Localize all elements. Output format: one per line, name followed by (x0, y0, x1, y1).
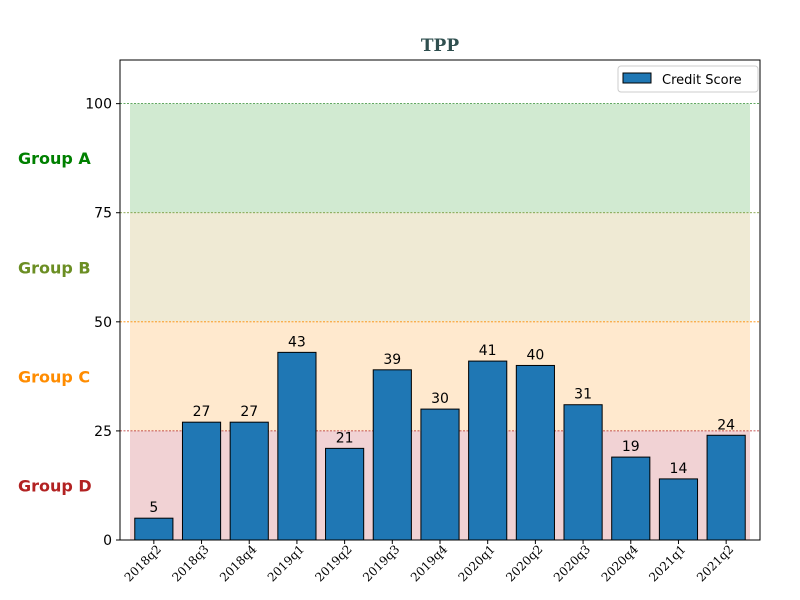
x-tick-label: 2020q3 (551, 542, 593, 584)
x-tick-label: 2019q2 (312, 542, 354, 584)
bar-value-label: 21 (336, 430, 354, 446)
bar-value-label: 30 (431, 391, 449, 407)
group-label: Group C (18, 367, 90, 386)
x-tick-label: 2019q1 (265, 542, 307, 584)
band-group-a (130, 103, 750, 213)
y-tick-label: 25 (94, 424, 112, 440)
group-label: Group D (18, 476, 92, 495)
legend-swatch (622, 72, 652, 84)
bar-value-label: 31 (574, 387, 592, 403)
x-axis: 2018q2 2018q3 2018q4 2019q1 2019q2 2019q3 2019… (122, 540, 736, 585)
bar-value-label: 27 (193, 404, 211, 420)
x-tick-label: 2021q2 (694, 542, 736, 584)
bar-2019q3 (372, 369, 412, 541)
y-tick-label: 0 (103, 533, 112, 549)
y-tick-label: 50 (94, 315, 112, 331)
x-tick-label: 2020q1 (455, 542, 497, 584)
bar-value-label: 40 (526, 347, 544, 363)
legend: Credit Score (617, 65, 759, 93)
bar-value-label: 19 (622, 439, 640, 455)
x-tick-label: 2019q4 (408, 542, 451, 585)
bar-2020q1 (468, 360, 508, 541)
bar-2020q2 (515, 364, 555, 541)
bar-value-labels: 5 27 27 43 21 39 30 41 40 31 19 14 24 (149, 334, 735, 516)
x-tick-label: 2020q4 (599, 542, 642, 585)
bar-2018q3 (181, 421, 222, 541)
bar-2020q4 (611, 456, 651, 541)
bar-value-label: 14 (670, 461, 688, 477)
group-label: Group B (18, 258, 91, 277)
bar-2018q2 (134, 517, 174, 541)
bar-2019q2 (325, 447, 365, 541)
x-tick-label: 2019q3 (360, 542, 402, 584)
x-tick-label: 2018q4 (217, 542, 260, 585)
bar-2021q1 (658, 478, 699, 541)
y-axis: 0 25 50 75 100 (85, 97, 120, 549)
bar-value-label: 5 (149, 500, 158, 516)
bar-value-label: 41 (479, 343, 497, 359)
legend-box (617, 65, 759, 93)
bar-2019q4 (420, 408, 460, 541)
y-tick-label: 100 (85, 97, 112, 113)
bar-2020q3 (563, 404, 603, 541)
bar-2018q4 (229, 421, 269, 541)
group-label: Group A (18, 149, 91, 168)
y-tick-label: 75 (94, 206, 112, 222)
bar-value-label: 43 (288, 334, 306, 350)
bars (134, 351, 746, 541)
group-labels: Group A Group B Group C Group D (18, 149, 92, 495)
x-tick-label: 2021q1 (646, 542, 688, 584)
bar-2019q1 (277, 351, 317, 541)
bar-value-label: 39 (383, 352, 401, 368)
x-tick-label: 2020q2 (503, 542, 545, 584)
chart-title: TPP (421, 36, 459, 56)
x-tick-label: 2018q2 (122, 542, 164, 584)
bar-value-label: 27 (240, 404, 258, 420)
bar-value-label: 24 (717, 417, 735, 433)
legend-label: Credit Score (662, 73, 742, 88)
bar-2021q2 (706, 434, 746, 541)
x-tick-label: 2018q3 (169, 542, 211, 584)
band-group-b (130, 212, 750, 322)
